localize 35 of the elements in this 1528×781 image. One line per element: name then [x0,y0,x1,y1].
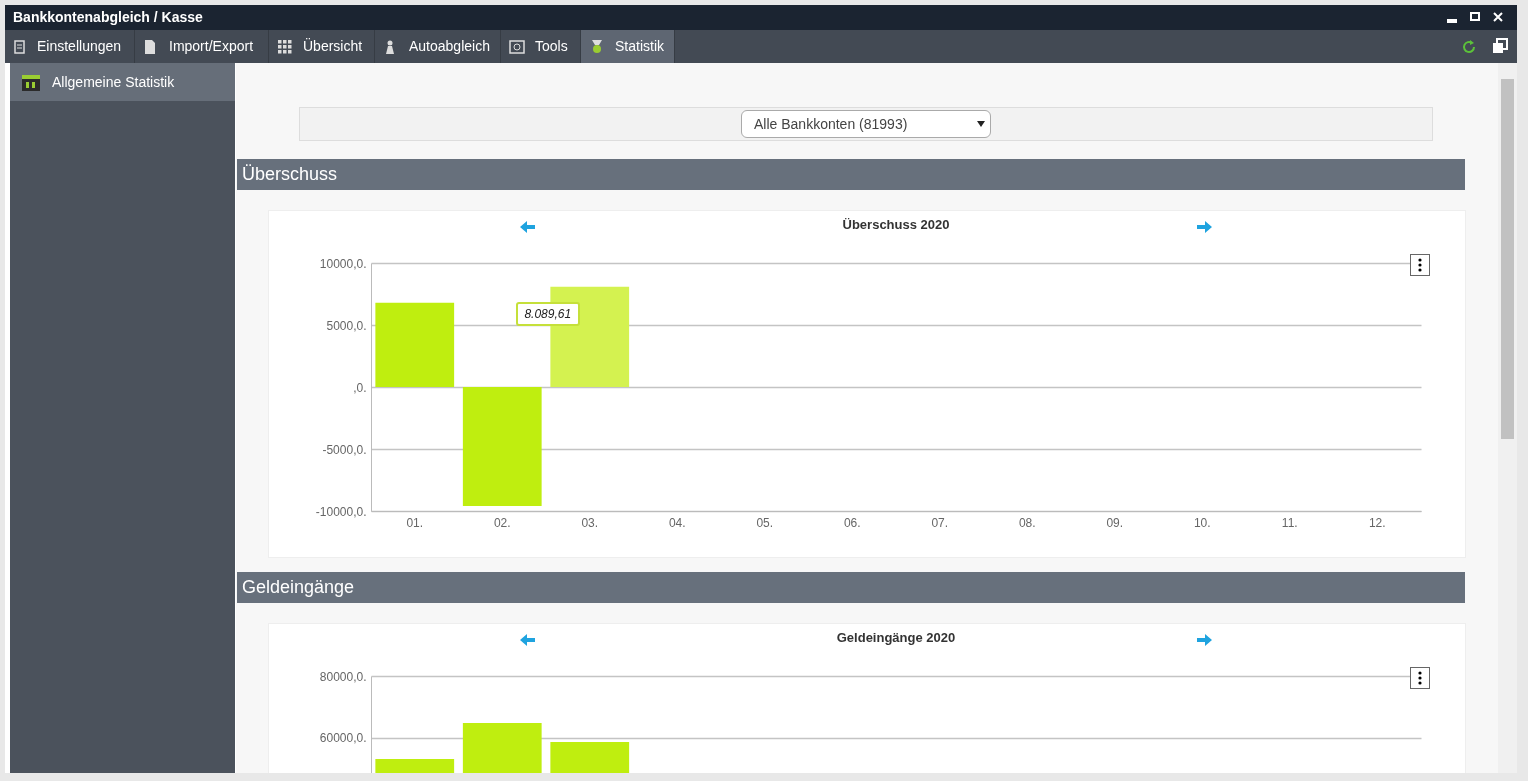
text: Überschuss [237,159,1465,190]
text: Autoabgleich [409,37,490,56]
chart-title: Geldeingänge 2020 [836,630,956,645]
text: Alle Bankkonten (81993) [754,115,908,134]
bar [462,387,542,507]
x-tick-label: 04. [668,515,686,530]
x-tick-label: 12. [1368,515,1386,530]
x-tick-label: 03. [581,515,599,530]
x-tick-label: 01. [406,515,424,530]
x-tick-label: 06. [843,515,861,530]
text: Import/Export [169,37,254,56]
y-tick-label: ,0. [353,380,367,395]
x-tick-label: 07. [931,515,949,530]
y-tick-label: -5000,0. [322,442,367,457]
bar [375,302,455,387]
y-tick-label: 10000,0. [319,256,367,271]
x-tick-label: 08. [1018,515,1036,530]
x-tick-label: 02. [493,515,511,530]
text: Statistik [615,37,665,56]
tooltip-box: 8.089,61 [515,301,580,326]
y-tick-label: 80000,0. [319,669,367,684]
x-tick-label: 11. [1281,515,1298,530]
y-tick-label: 5000,0. [326,318,367,333]
x-tick-label: 05. [756,515,774,530]
text: Allgemeine Statistik [52,73,175,92]
x-tick-label: 09. [1106,515,1124,530]
text: Einstellungen [37,37,122,56]
text: Geldeingänge [237,572,1465,603]
text: Übersicht [303,37,363,56]
text: Bankkontenabgleich / Kasse [13,8,203,27]
y-tick-label: 60000,0. [319,731,367,746]
y-tick-label: -10000,0. [315,504,367,519]
chart-title: Überschuss 2020 [842,217,950,232]
text: Tools [535,37,568,56]
x-tick-label: 10. [1193,515,1211,530]
